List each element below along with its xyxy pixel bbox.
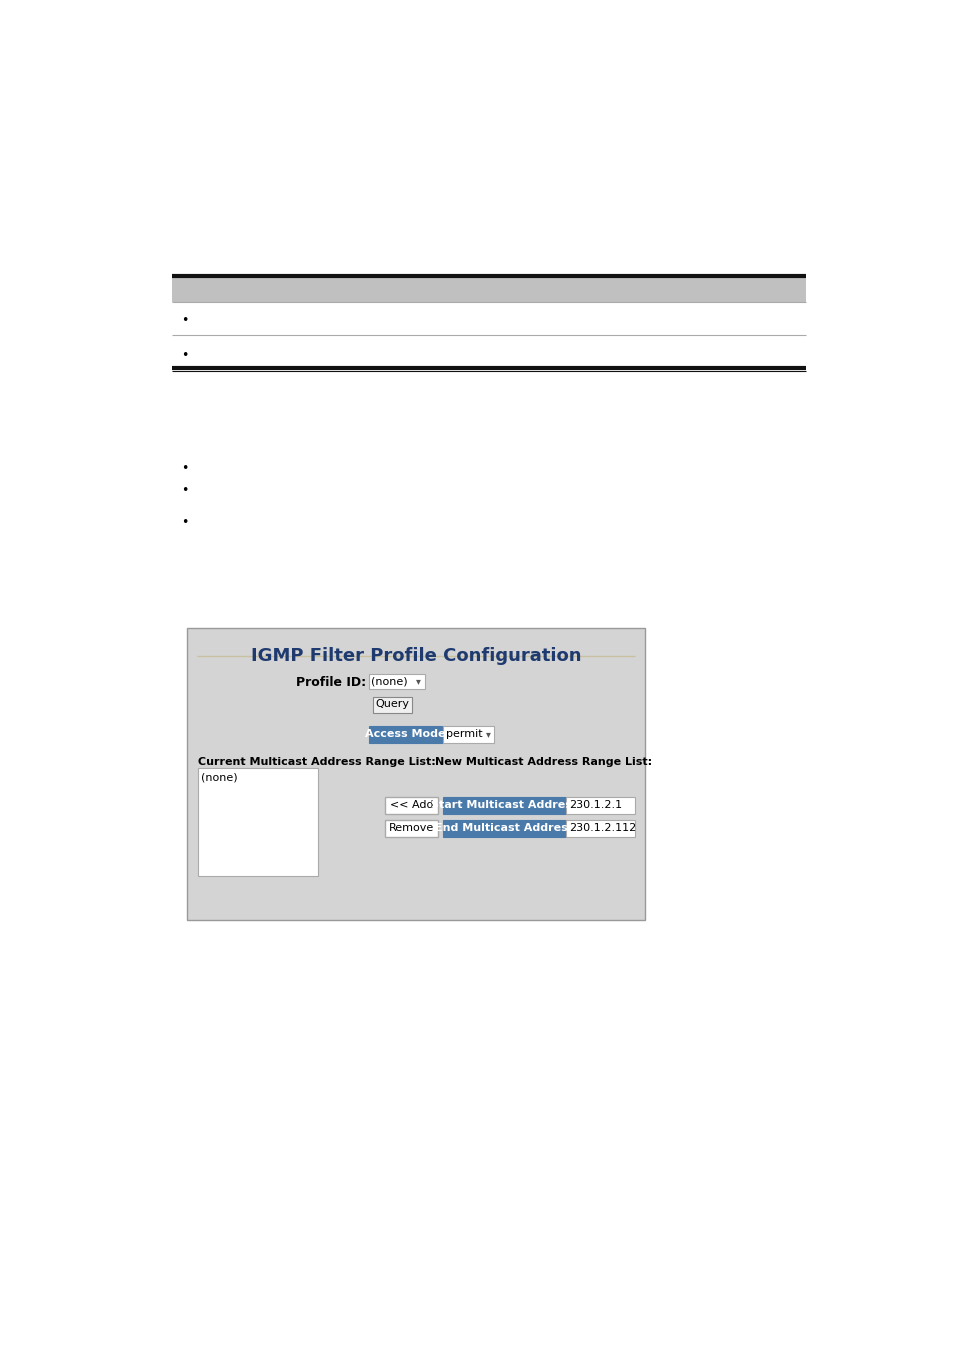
Text: •: • — [181, 516, 189, 529]
Text: Access Mode: Access Mode — [365, 729, 445, 740]
Text: •: • — [181, 462, 189, 475]
Text: ▾: ▾ — [416, 676, 420, 686]
Text: •: • — [181, 350, 189, 362]
Text: << Add: << Add — [389, 801, 433, 810]
Bar — [443, 798, 565, 814]
Text: Remove: Remove — [389, 824, 434, 833]
Bar — [443, 821, 565, 837]
Text: (none): (none) — [371, 676, 407, 686]
Text: Current Multicast Address Range List:: Current Multicast Address Range List: — [198, 757, 436, 767]
Text: End Multicast Address: End Multicast Address — [435, 824, 574, 833]
Text: (none): (none) — [201, 772, 238, 783]
Text: permit: permit — [445, 729, 481, 740]
Bar — [373, 697, 412, 713]
Text: IGMP Filter Profile Configuration: IGMP Filter Profile Configuration — [251, 647, 580, 666]
Text: 230.1.2.1: 230.1.2.1 — [568, 801, 621, 810]
Bar — [385, 798, 437, 814]
Bar — [187, 628, 644, 921]
Text: •: • — [181, 483, 189, 497]
Text: 230.1.2.112: 230.1.2.112 — [568, 824, 636, 833]
Text: Start Multicast Address: Start Multicast Address — [430, 801, 578, 810]
Bar — [369, 726, 442, 744]
Bar — [198, 768, 318, 876]
Bar — [385, 821, 437, 837]
Text: Query: Query — [375, 699, 410, 710]
Bar — [566, 821, 634, 837]
Text: •: • — [181, 315, 189, 328]
Text: Profile ID:: Profile ID: — [295, 675, 365, 688]
Bar — [443, 726, 493, 744]
Bar — [172, 277, 805, 302]
Bar — [566, 798, 634, 814]
Text: New Multicast Address Range List:: New Multicast Address Range List: — [435, 757, 652, 767]
Bar — [369, 674, 424, 690]
Text: ▾: ▾ — [485, 729, 490, 740]
